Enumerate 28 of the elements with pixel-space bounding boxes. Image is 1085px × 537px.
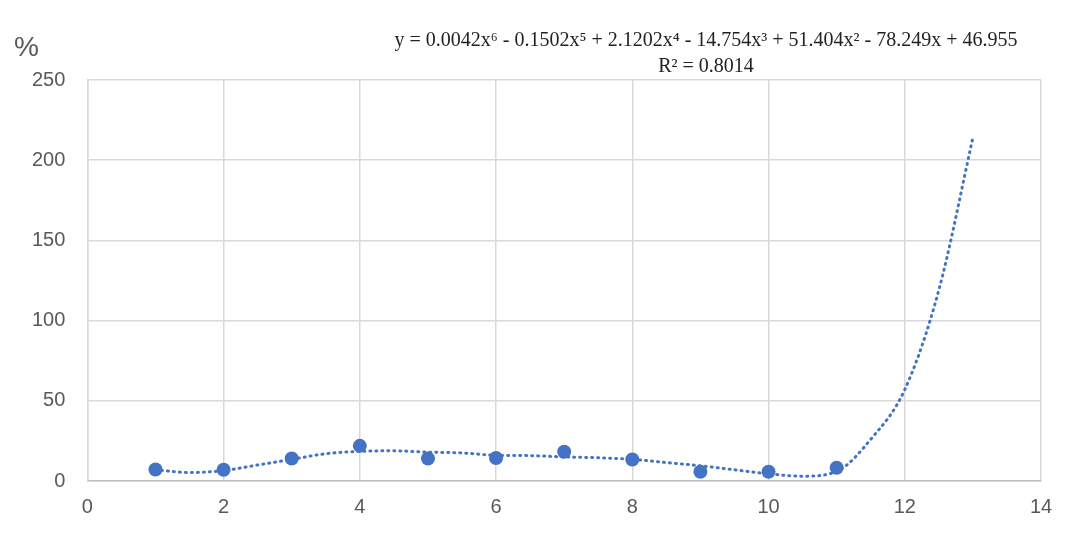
y-tick-label: 150 — [31, 227, 66, 250]
y-tick-label: 0 — [54, 468, 66, 491]
point — [148, 462, 163, 477]
point — [284, 451, 299, 466]
y-tick-label: 200 — [31, 147, 66, 170]
point — [216, 462, 231, 477]
x-tick-label: 8 — [626, 494, 638, 517]
x-tick-label: 4 — [354, 494, 366, 517]
text: y = 0.0042x⁶ - 0.1502x⁵ + 2.1202x⁴ - 14.754x³ + 51.404x² - 78.249x + 46.955 — [394, 28, 1018, 51]
x-tick-label: 10 — [757, 494, 780, 517]
x-tick-label: 12 — [893, 494, 916, 517]
x-tick-label: 6 — [490, 494, 502, 517]
x-tick-label: 0 — [81, 494, 93, 517]
x-tick-label: 2 — [218, 494, 230, 517]
y-tick-label: 250 — [31, 67, 66, 90]
point — [625, 452, 640, 467]
point — [352, 438, 367, 453]
y-tick-label: 50 — [43, 388, 66, 411]
x-tick-label: 14 — [1029, 494, 1053, 517]
y-tick-label: 100 — [31, 308, 66, 331]
point — [557, 444, 572, 459]
point — [489, 451, 504, 466]
text: R² = 0.8014 — [658, 54, 754, 76]
point — [829, 460, 844, 475]
point — [761, 464, 776, 479]
y-axis-title: % — [14, 31, 39, 62]
point — [420, 451, 435, 466]
point — [693, 464, 708, 479]
